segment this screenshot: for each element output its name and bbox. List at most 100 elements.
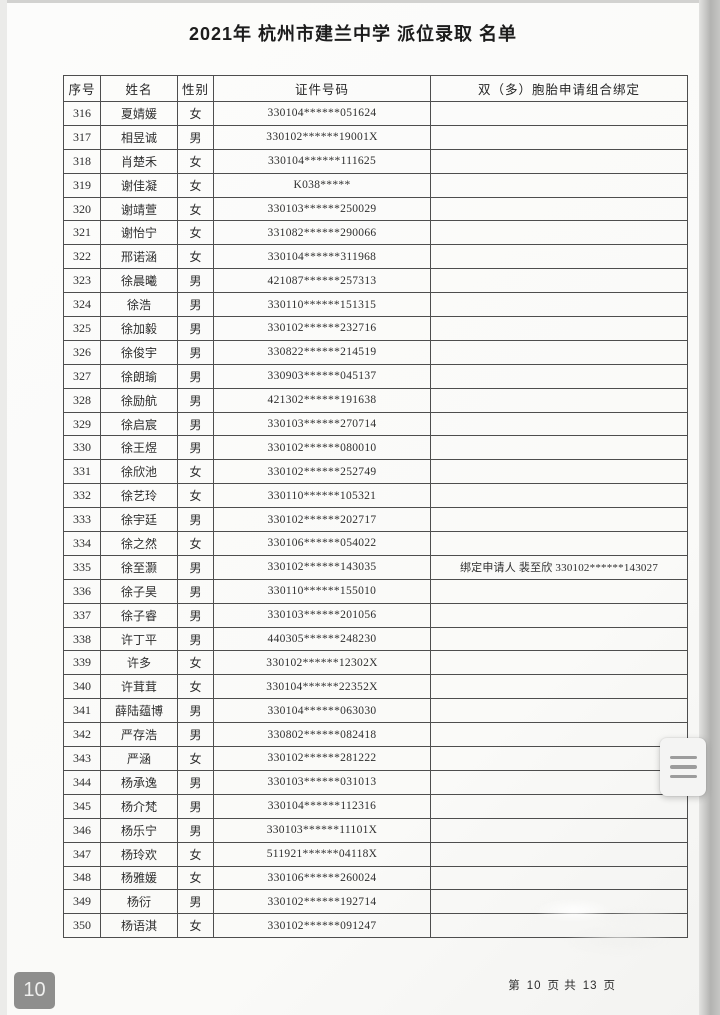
cell-no: 323	[63, 268, 101, 294]
cell-no: 322	[63, 244, 101, 270]
cell-id: 330110******151315	[213, 292, 431, 318]
cell-no: 326	[63, 339, 101, 365]
cell-id: 330103******250029	[213, 196, 431, 222]
cell-binding	[430, 459, 688, 485]
cell-id: 330102******232716	[213, 316, 431, 341]
cell-binding	[430, 674, 688, 700]
hamburger-menu-icon	[669, 774, 697, 779]
cell-name: 杨介梵	[100, 793, 178, 819]
cell-id: 330103******270714	[213, 411, 431, 437]
cell-name: 徐之然	[100, 531, 178, 556]
cell-name: 严涵	[100, 746, 178, 771]
cell-binding	[430, 220, 688, 246]
cell-no: 332	[63, 483, 101, 509]
cell-binding	[430, 363, 688, 389]
cell-id: 330104******051624	[213, 101, 431, 126]
cell-gender: 男	[177, 363, 214, 389]
cell-id: 511921******04118X	[213, 841, 431, 867]
cell-binding	[430, 339, 688, 365]
table-row: 333 徐宇廷男 330102******202717	[63, 507, 688, 533]
hamburger-menu-icon	[669, 755, 697, 760]
cell-gender: 男	[177, 507, 214, 533]
cell-id: 330102******12302X	[213, 650, 431, 676]
cell-gender: 男	[177, 722, 214, 748]
cell-binding	[430, 578, 688, 604]
cell-gender: 男	[177, 698, 214, 724]
cell-gender: 男	[177, 339, 214, 365]
menu-button[interactable]	[660, 738, 706, 796]
cell-id: 330110******155010	[213, 578, 431, 604]
cell-gender: 男	[177, 292, 214, 318]
cell-no: 318	[63, 148, 101, 174]
cell-name: 许茸茸	[100, 674, 178, 700]
cell-name: 徐加毅	[100, 316, 178, 341]
footer-current-page: 10	[526, 980, 542, 992]
cell-name: 严存浩	[100, 722, 178, 748]
cell-name: 杨雅媛	[100, 865, 178, 891]
cell-binding	[430, 746, 688, 771]
table-row: 336 徐子昊男 330110******155010	[63, 578, 688, 604]
table-row: 344 杨承逸男 330103******031013	[63, 769, 688, 795]
cell-no: 346	[63, 817, 101, 843]
cell-name: 杨承逸	[100, 769, 178, 795]
cell-no: 341	[63, 698, 101, 724]
cell-id: 330104******112316	[213, 793, 431, 819]
cell-no: 344	[63, 769, 101, 795]
table-row: 328 徐励航男 421302******191638	[63, 387, 688, 413]
cell-name: 徐子睿	[100, 602, 178, 628]
cell-no: 319	[63, 172, 101, 198]
table-row: 323 徐晨曦男 421087******257313	[63, 268, 688, 294]
cell-no: 320	[63, 196, 101, 222]
table-row: 316 夏婧媛女 330104******051624	[63, 101, 688, 126]
cell-gender: 女	[177, 746, 214, 771]
cell-name: 杨语淇	[100, 913, 178, 939]
cell-gender: 男	[177, 124, 214, 150]
cell-name: 杨乐宁	[100, 817, 178, 843]
cell-binding	[430, 817, 688, 843]
cell-id: 330103******11101X	[213, 817, 431, 843]
cell-id: 330104******111625	[213, 148, 431, 174]
cell-binding	[430, 483, 688, 509]
cell-gender: 男	[177, 554, 214, 580]
table-header-row: 序号 姓名 性别 证件号码 双（多）胞胎申请组合绑定	[63, 75, 688, 102]
cell-name: 杨玲欢	[100, 841, 178, 867]
cell-name: 许丁平	[100, 626, 178, 652]
column-header: 序号	[63, 75, 101, 102]
cell-name: 邢诺涵	[100, 244, 178, 270]
cell-binding	[430, 793, 688, 819]
table-row: 318 肖楚禾女 330104******111625	[63, 148, 688, 174]
cell-no: 324	[63, 292, 101, 318]
cell-gender: 男	[177, 268, 214, 294]
cell-gender: 男	[177, 626, 214, 652]
cell-no: 329	[63, 411, 101, 437]
cell-binding	[430, 913, 688, 939]
table-row: 347 杨玲欢女 511921******04118X	[63, 841, 688, 867]
cell-gender: 女	[177, 483, 214, 509]
cell-gender: 女	[177, 841, 214, 867]
cell-binding	[430, 889, 688, 915]
column-header: 证件号码	[213, 75, 431, 102]
cell-id: 330102******080010	[213, 435, 431, 461]
cell-name: 徐启宸	[100, 411, 178, 437]
page-title: 2021年 杭州市建兰中学 派位录取 名单	[188, 24, 518, 44]
table-row: 317 相昱诚男 330102******19001X	[63, 124, 688, 150]
cell-no: 317	[63, 124, 101, 150]
cell-binding	[430, 435, 688, 461]
table-row: 346 杨乐宁男 330103******11101X	[63, 817, 688, 843]
cell-name: 谢怡宁	[100, 220, 178, 246]
cell-gender: 女	[177, 459, 214, 485]
cell-id: 330102******192714	[213, 889, 431, 915]
cell-binding	[430, 841, 688, 867]
photo-edge-shadow	[699, 0, 720, 1015]
cell-id: 330110******105321	[213, 483, 431, 509]
cell-name: 徐王煜	[100, 435, 178, 461]
cell-gender: 男	[177, 602, 214, 628]
cell-id: K038*****	[213, 172, 431, 198]
table-row: 348 杨雅媛女 330106******260024	[63, 865, 688, 891]
column-header: 双（多）胞胎申请组合绑定	[430, 75, 688, 102]
cell-name: 徐欣池	[100, 459, 178, 485]
table-row: 340 许茸茸女 330104******22352X	[63, 674, 688, 700]
cell-no: 337	[63, 602, 101, 628]
cell-no: 343	[63, 746, 101, 771]
cell-no: 321	[63, 220, 101, 246]
